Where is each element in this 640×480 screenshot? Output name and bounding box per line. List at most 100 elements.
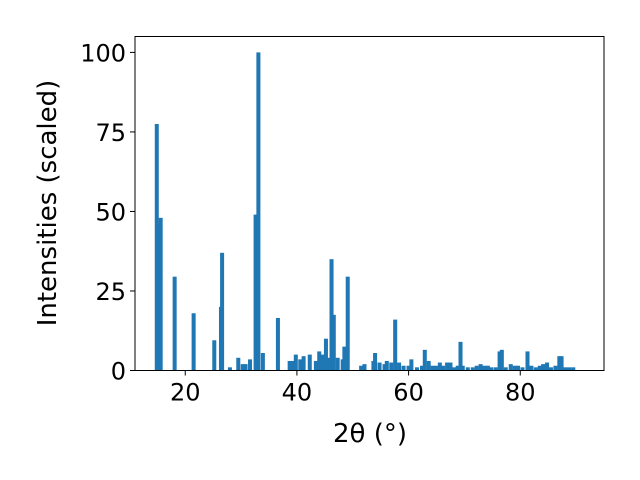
y-tick-label: 75 — [95, 119, 126, 147]
bar-series — [154, 52, 576, 371]
bar-81 — [545, 362, 550, 371]
bar-77 — [529, 365, 534, 371]
bar-8 — [227, 367, 232, 371]
bar-22 — [307, 354, 312, 371]
bar-16 — [275, 318, 280, 371]
bar-28 — [329, 259, 334, 371]
bar-7 — [220, 252, 225, 371]
bar-10 — [240, 364, 245, 371]
bar-3 — [172, 276, 177, 371]
bar-61 — [465, 367, 470, 371]
bar-54 — [441, 365, 446, 371]
x-tick-label: 60 — [393, 379, 424, 407]
bar-50 — [426, 360, 431, 371]
bar-82 — [548, 367, 553, 371]
bar-79 — [537, 365, 542, 371]
bar-85 — [559, 356, 564, 371]
x-axis-ticks: 20 40 60 80 — [170, 370, 536, 407]
bar-0 — [154, 123, 159, 371]
bar-52 — [433, 365, 438, 371]
x-tick-label: 40 — [282, 379, 313, 407]
bar-2 — [158, 217, 163, 371]
y-axis-label: Intensities (scaled) — [33, 80, 63, 327]
x-tick-label: 80 — [505, 379, 536, 407]
bar-47 — [414, 367, 419, 371]
x-tick-label: 20 — [170, 379, 201, 407]
bar-5 — [212, 340, 217, 371]
bar-55 — [445, 362, 450, 371]
bar-57 — [452, 367, 457, 371]
bar-40 — [384, 360, 389, 371]
bar-63 — [474, 365, 479, 371]
bar-9 — [236, 357, 241, 371]
bar-29 — [331, 314, 336, 371]
bar-41 — [389, 362, 394, 371]
bar-53 — [437, 362, 442, 371]
bar-59 — [458, 341, 463, 371]
y-axis-ticks: 0 25 50 75 100 — [80, 39, 135, 386]
bar-26 — [323, 338, 328, 371]
bar-38 — [377, 362, 382, 371]
bar-84 — [557, 356, 562, 371]
bar-87 — [567, 367, 572, 371]
bar-74 — [516, 365, 521, 371]
x-axis-label: 2θ (°) — [333, 419, 407, 449]
bar-33 — [345, 276, 350, 371]
bar-88 — [571, 367, 576, 371]
bar-60 — [460, 365, 465, 371]
bar-78 — [533, 367, 538, 371]
bar-13 — [253, 214, 258, 371]
bar-43 — [397, 362, 402, 371]
bar-11 — [243, 364, 248, 371]
bar-45 — [406, 365, 411, 371]
bar-68 — [493, 367, 498, 371]
bar-76 — [525, 351, 530, 371]
bar-14 — [256, 52, 261, 371]
bar-69 — [497, 351, 502, 371]
bar-27 — [326, 357, 331, 371]
bar-42 — [393, 319, 398, 371]
bar-34 — [359, 365, 364, 371]
y-tick-label: 0 — [111, 358, 126, 386]
bar-35 — [362, 364, 367, 371]
bar-39 — [382, 364, 387, 371]
bar-32 — [342, 346, 347, 371]
bar-15 — [260, 353, 265, 371]
bar-80 — [541, 364, 546, 371]
y-tick-label: 100 — [80, 39, 126, 67]
bar-49 — [422, 349, 427, 371]
bar-19 — [293, 354, 298, 371]
bar-65 — [482, 365, 487, 371]
bar-18 — [291, 360, 296, 371]
y-tick-label: 50 — [95, 198, 126, 226]
bar-66 — [485, 365, 490, 371]
bar-83 — [553, 365, 558, 371]
y-tick-label: 25 — [95, 278, 126, 306]
bar-71 — [503, 367, 508, 371]
bar-62 — [470, 367, 475, 371]
bar-46 — [409, 359, 414, 371]
bar-72 — [508, 364, 513, 371]
bar-58 — [455, 365, 460, 371]
bar-17 — [287, 360, 292, 371]
bar-44 — [401, 365, 406, 371]
bar-24 — [317, 351, 322, 371]
bar-67 — [489, 367, 494, 371]
bar-73 — [512, 365, 517, 371]
bar-64 — [478, 364, 483, 371]
bar-20 — [298, 359, 303, 371]
bar-30 — [335, 357, 340, 371]
plot-frame — [134, 36, 605, 371]
bar-25 — [320, 354, 325, 371]
bar-75 — [520, 367, 525, 371]
bar-70 — [499, 349, 504, 371]
bar-12 — [248, 359, 253, 371]
bar-37 — [373, 353, 378, 371]
bar-86 — [563, 367, 568, 371]
bar-4 — [191, 313, 196, 371]
bar-51 — [430, 365, 435, 371]
bar-23 — [313, 360, 318, 371]
bar-21 — [301, 356, 306, 371]
bar-48 — [419, 365, 424, 371]
